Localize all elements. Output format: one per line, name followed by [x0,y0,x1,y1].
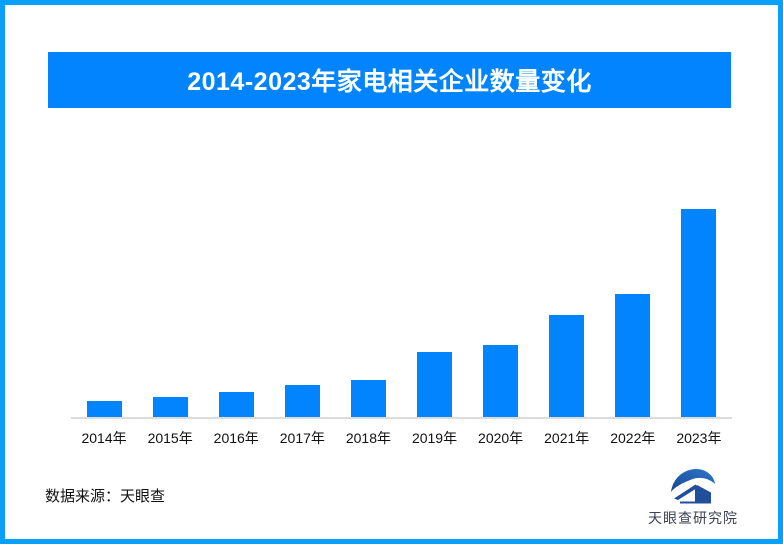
bar-2014年 [86,401,122,417]
title-banner: 2014-2023年家电相关企业数量变化 [48,52,731,108]
x-tick-label: 2015年 [147,430,193,446]
bar-slot [600,180,666,417]
x-tick-label: 2023年 [676,430,722,446]
x-axis-labels: 2014年 2015年 2016年 2017年 2018年 2019年 2020年 2021年… [71,427,732,449]
bar-slot [335,180,401,417]
bar-2016年 [218,392,254,417]
x-tick-label: 2014年 [81,430,127,446]
bar-2021年 [549,315,585,417]
bar-slot [71,180,137,417]
bar-slot [203,180,269,417]
bar-2022年 [615,294,651,417]
x-tick-label: 2021年 [544,430,590,446]
bar-slot [666,180,732,417]
bar-slot [137,180,203,417]
bar-2015年 [152,397,188,417]
tianyancha-logo-text: 天眼查研究院 [648,510,738,526]
bar-2020年 [483,345,519,417]
x-tick-label: 2022年 [610,430,656,446]
tianyancha-logo-icon [671,469,715,504]
tianyancha-logo: 天眼查研究院 [638,466,748,528]
chart-title: 2014-2023年家电相关企业数量变化 [187,68,592,96]
x-tick-label: 2017年 [279,430,325,446]
bar-slot [534,180,600,417]
bar-2017年 [284,385,320,417]
x-tick-label: 2020年 [478,430,524,446]
bar-slot [269,180,335,417]
bar-slot [401,180,467,417]
bar-2023年 [681,209,717,417]
x-tick-label: 2019年 [411,430,458,446]
plot-area [71,180,732,419]
data-source-label: 数据来源：天眼查 [45,488,166,505]
bar-slot [468,180,534,417]
bar-2019年 [417,352,453,417]
x-tick-label: 2016年 [213,430,259,446]
x-tick-label: 2018年 [345,430,391,446]
bar-2018年 [350,380,386,417]
